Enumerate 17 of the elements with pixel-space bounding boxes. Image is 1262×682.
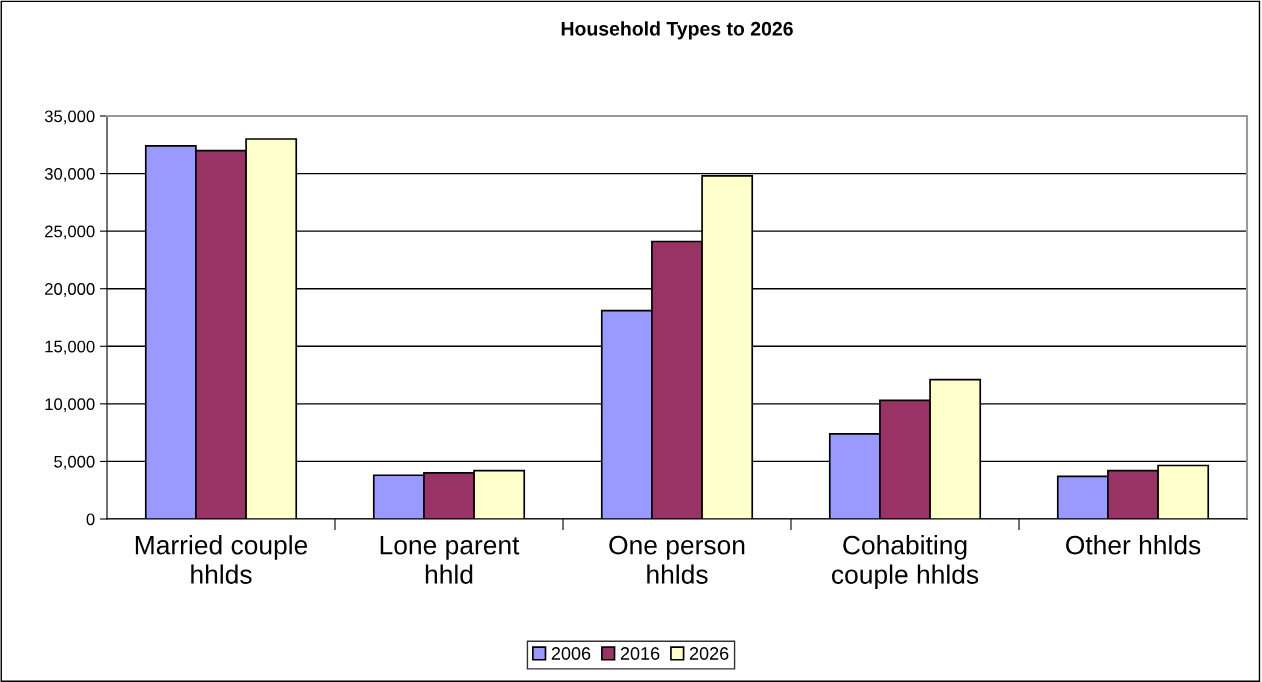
y-tick-label: 5,000	[54, 455, 95, 470]
y-tick-label: 35,000	[44, 110, 95, 125]
x-tick-label: Lone parent hhld	[380, 536, 520, 584]
legend-label: 2016	[620, 647, 660, 660]
x-tick-label: Married couple hhlds	[135, 535, 308, 584]
x-tick-label: One person hhlds	[609, 535, 745, 584]
y-tick-label: 10,000	[45, 398, 95, 413]
y-tick-label: 30,000	[44, 167, 95, 182]
chart-title: Household Types to 2026	[561, 21, 793, 40]
x-tick-label: Cohabiting couple hhlds	[832, 535, 979, 590]
legend-label: 2026	[689, 647, 729, 660]
legend-label: 2006	[551, 647, 591, 660]
y-tick-label: 25,000	[45, 225, 95, 240]
y-tick-label: 20,000	[45, 283, 95, 297]
y-tick-label: 0	[86, 513, 95, 526]
x-tick-label: Other hhlds	[1066, 535, 1201, 555]
y-tick-label: 15,000	[45, 340, 95, 355]
